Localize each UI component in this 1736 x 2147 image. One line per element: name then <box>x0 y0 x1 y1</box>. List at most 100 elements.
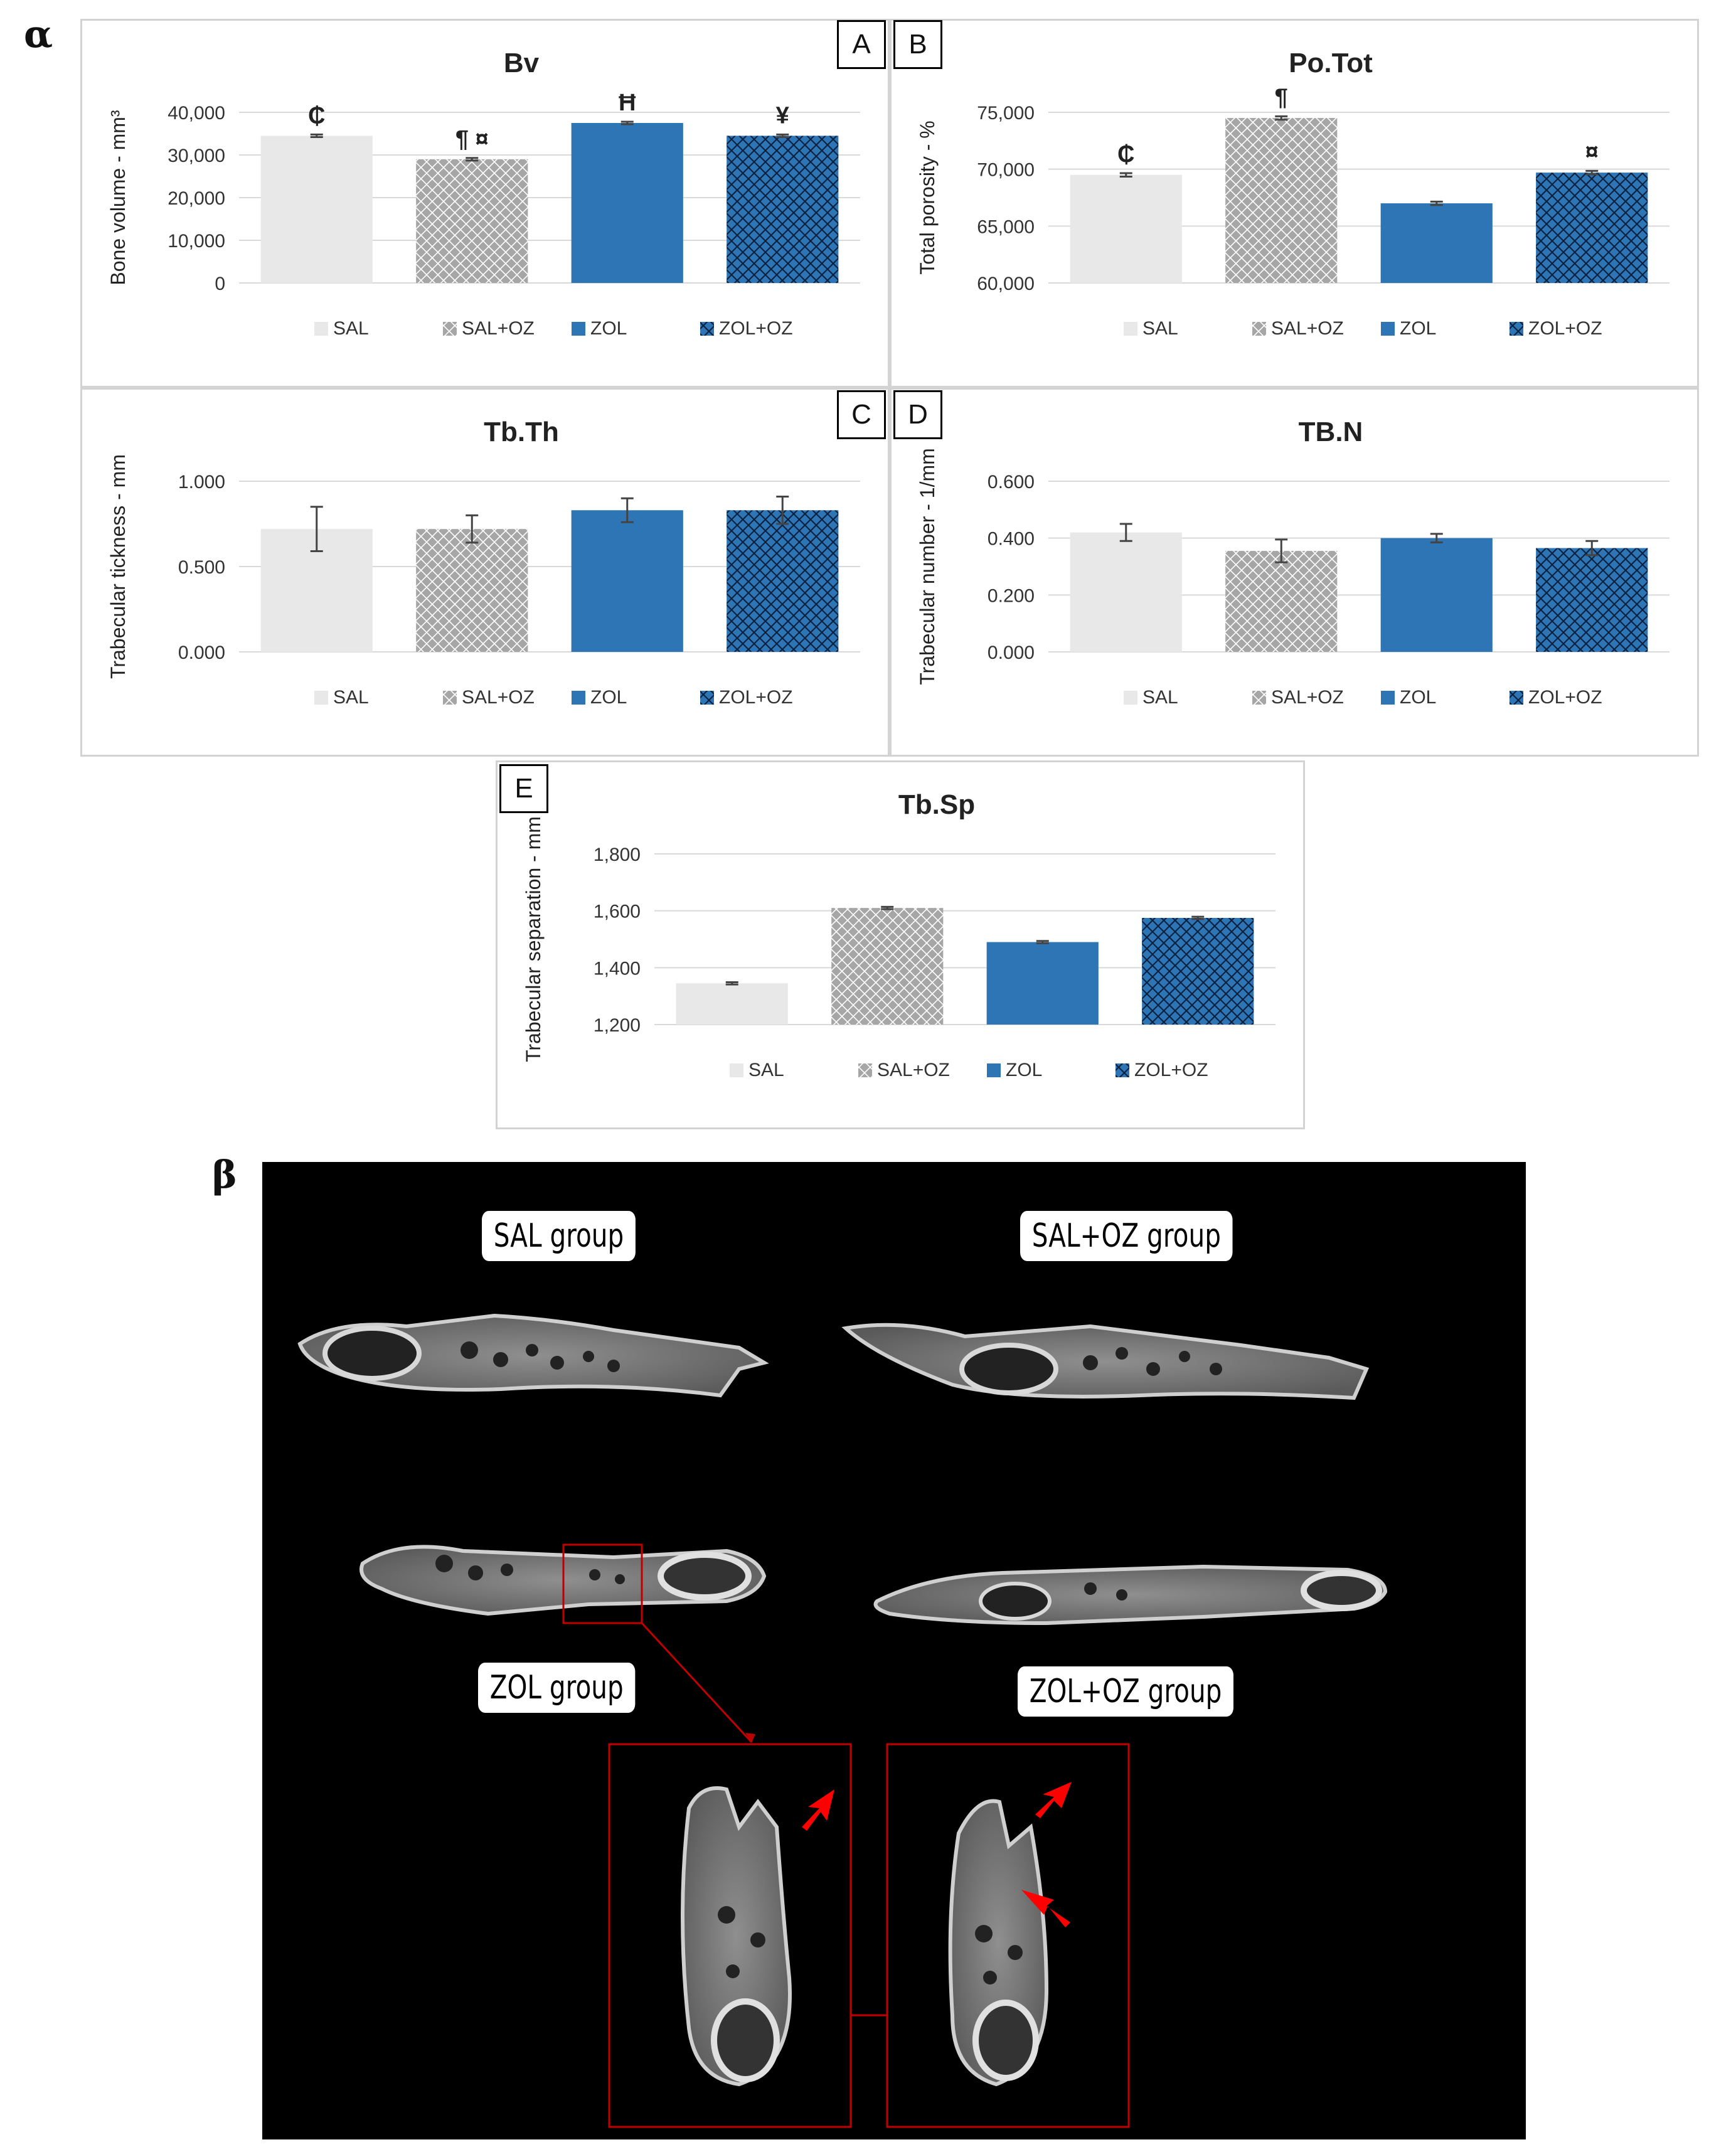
legend-label: SAL <box>333 318 369 339</box>
legend-swatch <box>572 691 585 705</box>
legend-swatch <box>443 691 457 705</box>
legend-swatch <box>1124 322 1137 336</box>
legend-label: ZOL <box>1400 318 1436 339</box>
legend-label: SAL+OZ <box>1271 318 1344 339</box>
legend-swatch <box>1252 691 1266 705</box>
legend-swatch <box>1510 691 1523 705</box>
y-tick-label: 40,000 <box>168 103 225 124</box>
y-tick-label: 60,000 <box>977 274 1035 294</box>
legend-label: ZOL+OZ <box>1528 687 1602 708</box>
significance-marker: ¶ ¤ <box>455 126 489 152</box>
significance-marker: ₵ <box>1117 141 1134 168</box>
legend-swatch <box>443 322 457 336</box>
bar-zol <box>571 510 683 652</box>
legend-label: SAL+OZ <box>877 1060 950 1080</box>
legend-label: SAL <box>748 1060 784 1080</box>
legend-swatch <box>314 691 328 705</box>
legend-label: SAL+OZ <box>462 687 535 708</box>
section-label-alpha: α <box>24 13 53 56</box>
chart-title-d: TB.N <box>1299 417 1363 447</box>
bar-sal-oz <box>416 529 528 652</box>
legend-label: SAL+OZ <box>462 318 535 339</box>
y-tick-label: 0.000 <box>988 642 1035 663</box>
ct-specimen-sal <box>297 1313 769 1398</box>
panel-letter-b: B <box>893 20 942 69</box>
legend-swatch <box>987 1063 1001 1077</box>
chart-title-a: Bv <box>504 48 540 78</box>
y-tick-label: 1,400 <box>594 958 641 979</box>
bar-sal-oz <box>831 908 944 1025</box>
chart-panel-c: Tb.Th Trabecular tickness - mm 0.000 0.500 1… <box>80 388 890 757</box>
legend-swatch <box>730 1063 743 1077</box>
significance-marker: ¥ <box>776 102 789 129</box>
legend-swatch <box>700 691 714 705</box>
significance-marker: Ħ <box>619 90 636 116</box>
group-label-zol-oz: ZOL+OZ group <box>1018 1666 1234 1717</box>
chart-panel-e: Tb.Sp Trabecular separation - mm 1,200 1,40… <box>496 760 1305 1129</box>
y-axis-label-c: Trabecular tickness - mm <box>107 454 129 679</box>
group-label-sal-oz: SAL+OZ group <box>1020 1211 1233 1261</box>
panel-letter-e: E <box>499 764 548 813</box>
y-axis-label-d: Trabecular number - 1/mm <box>916 448 939 685</box>
y-tick-label: 1,800 <box>594 844 641 865</box>
legend-label: ZOL+OZ <box>1134 1060 1208 1080</box>
significance-marker: ₵ <box>308 102 325 129</box>
chart-a-svg: Bv Bone volume - mm³ 0 10,000 20,000 30,000 40… <box>107 48 860 339</box>
legend-label: ZOL+OZ <box>1528 318 1602 339</box>
panel-letter-d: D <box>893 390 942 439</box>
y-tick-label: 30,000 <box>168 146 225 166</box>
chart-title-c: Tb.Th <box>484 417 559 447</box>
legend-label: SAL <box>1142 318 1178 339</box>
legend-label: ZOL <box>1006 1060 1042 1080</box>
bar-zol <box>986 942 1099 1025</box>
bar-zol-oz <box>1142 918 1254 1025</box>
legend-swatch <box>1381 691 1395 705</box>
y-tick-label: 1,200 <box>594 1015 641 1036</box>
chart-title-b: Po.Tot <box>1289 48 1373 78</box>
inset-zol-tooth <box>681 1786 792 2087</box>
y-tick-label: 1.000 <box>178 472 225 493</box>
legend-label: SAL <box>333 687 369 708</box>
bar-sal-oz <box>1225 551 1338 652</box>
group-label-zol: ZOL group <box>478 1663 636 1713</box>
arrow-icon <box>802 1782 1072 1927</box>
y-tick-label: 0 <box>215 274 225 294</box>
bar-sal <box>676 983 788 1025</box>
legend-swatch <box>1252 322 1266 336</box>
bar-sal-oz <box>1225 118 1338 284</box>
y-tick-label: 20,000 <box>168 188 225 209</box>
legend-swatch <box>700 322 714 336</box>
bar-zol-oz <box>1536 548 1648 652</box>
y-tick-label: 1,600 <box>594 902 641 922</box>
legend-label: ZOL <box>1400 687 1436 708</box>
legend-swatch <box>314 322 328 336</box>
y-tick-label: 65,000 <box>977 216 1035 237</box>
legend-swatch <box>1381 322 1395 336</box>
chart-e-svg: Tb.Sp Trabecular separation - mm 1,200 1,40… <box>522 789 1275 1080</box>
bar-zol <box>571 123 683 283</box>
significance-marker: ¶ <box>1275 84 1288 110</box>
y-tick-label: 0.400 <box>988 529 1035 550</box>
legend-swatch <box>858 1063 872 1077</box>
micro-ct-panel: SAL group SAL+OZ group ZOL group ZOL+OZ … <box>262 1162 1526 2139</box>
legend-swatch <box>1510 322 1523 336</box>
y-axis-label-e: Trabecular separation - mm <box>522 816 545 1062</box>
bar-zol <box>1380 538 1493 652</box>
legend-swatch <box>1116 1063 1129 1077</box>
y-tick-label: 0.600 <box>988 472 1035 493</box>
bar-zol-oz <box>727 136 839 283</box>
bar-sal <box>1070 532 1182 652</box>
bar-sal-oz <box>416 159 528 283</box>
legend-swatch <box>572 322 585 336</box>
y-tick-label: 0.200 <box>988 585 1035 606</box>
y-tick-label: 10,000 <box>168 231 225 252</box>
bar-zol-oz <box>727 510 839 652</box>
legend-label: ZOL <box>590 687 627 708</box>
y-tick-label: 70,000 <box>977 160 1035 181</box>
y-axis-label-a: Bone volume - mm³ <box>107 110 129 285</box>
group-label-sal: SAL group <box>482 1211 636 1261</box>
legend-label: ZOL+OZ <box>719 687 793 708</box>
panel-letter-a: A <box>837 20 886 69</box>
bar-zol-oz <box>1536 173 1648 283</box>
legend-label: ZOL <box>590 318 627 339</box>
